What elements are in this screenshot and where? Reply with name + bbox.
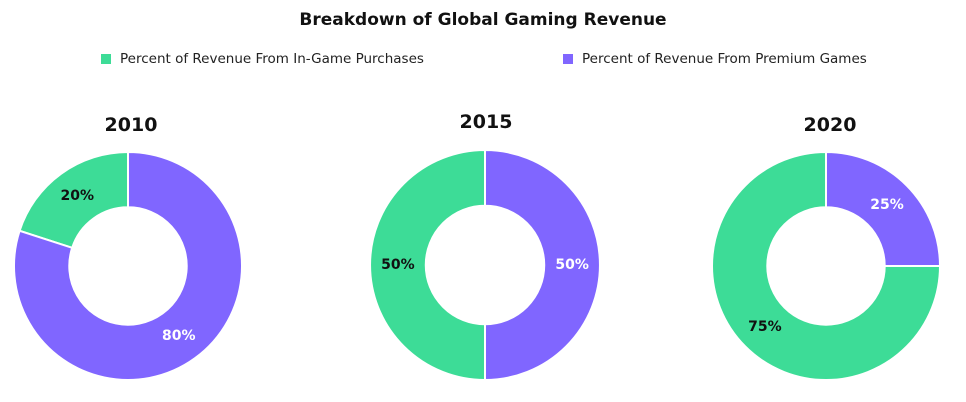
donut-slice-2015-in-game [369, 148, 486, 382]
chart-label-2010: 2010 [104, 114, 158, 136]
donut-label-2015-in-game: 50% [381, 257, 415, 273]
legend-item-in-game: Percent of Revenue From In-Game Purchase… [101, 51, 424, 67]
chart-title: Breakdown of Global Gaming Revenue [299, 10, 667, 30]
legend-item-premium: Percent of Revenue From Premium Games [563, 51, 867, 67]
legend-label-in-game: Percent of Revenue From In-Game Purchase… [120, 51, 424, 67]
chart-label-2020: 2020 [803, 114, 857, 136]
donut-label-2010-premium: 80% [162, 328, 196, 344]
donut-chart-2015: 50% 50% [369, 148, 601, 382]
donut-slice-2010-in-game [18, 150, 129, 250]
donut-label-2020-premium: 25% [870, 197, 904, 213]
legend-swatch-in-game [101, 54, 111, 64]
donut-slice-2020-in-game [711, 150, 942, 381]
donut-slice-2020-premium [825, 150, 942, 267]
donut-label-2015-premium: 50% [555, 257, 589, 273]
legend-swatch-premium [563, 54, 573, 64]
donut-label-2010-in-game: 20% [60, 188, 94, 204]
donut-slice-2010-premium [13, 150, 243, 381]
chart-label-2015: 2015 [459, 111, 513, 133]
donut-label-2020-in-game: 75% [748, 319, 782, 335]
donut-slice-2015-premium [484, 148, 601, 382]
legend-label-premium: Percent of Revenue From Premium Games [582, 51, 867, 67]
donut-chart-2010: 20% 80% [13, 150, 243, 381]
donut-chart-2020: 75% 25% [711, 150, 942, 381]
